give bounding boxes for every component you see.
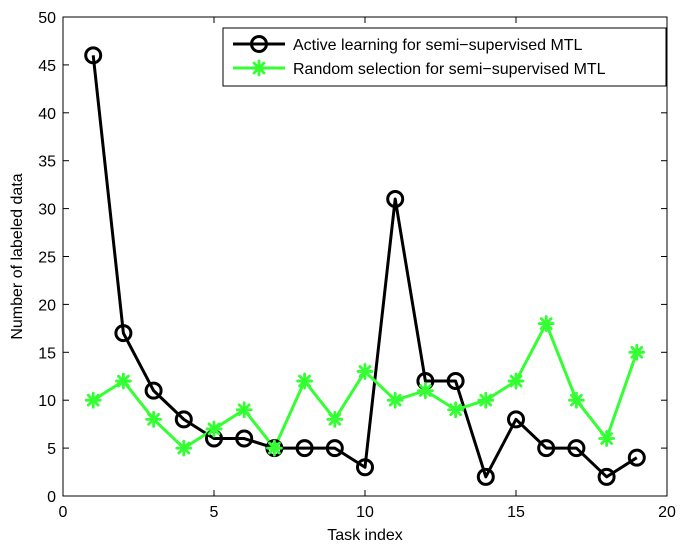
- y-axis-title: Number of labeled data: [9, 173, 26, 339]
- legend-box: [222, 27, 667, 87]
- asterisk-marker: [326, 410, 344, 428]
- asterisk-marker: [235, 401, 253, 419]
- data-point-circle: [597, 467, 616, 486]
- y-tick-label: 45: [38, 58, 56, 75]
- data-point-circle: [295, 439, 314, 458]
- data-point-circle: [446, 372, 465, 391]
- y-tick-label: 10: [38, 393, 56, 410]
- asterisk-marker: [145, 410, 163, 428]
- data-point-circle: [144, 381, 163, 400]
- asterisk-marker: [356, 363, 374, 380]
- x-tick-label: 20: [658, 504, 676, 521]
- y-tick-label: 30: [38, 202, 56, 219]
- y-tick-label: 0: [47, 489, 56, 506]
- x-axis-title: Task index: [327, 527, 403, 544]
- y-tick-label: 5: [47, 441, 56, 458]
- data-point-circle: [84, 46, 103, 65]
- series-layer: [84, 46, 646, 486]
- data-point-circle: [537, 439, 556, 458]
- legend-marker-asterisk-icon: [250, 59, 268, 77]
- data-point-circle: [325, 439, 344, 458]
- y-tick-label: 35: [38, 154, 56, 171]
- asterisk-marker: [175, 439, 193, 457]
- data-point-circle: [507, 410, 525, 429]
- asterisk-marker: [265, 439, 283, 457]
- asterisk-marker: [477, 391, 495, 409]
- y-tick-label: 50: [38, 10, 56, 27]
- asterisk-marker: [628, 343, 646, 361]
- asterisk-marker: [537, 315, 555, 332]
- asterisk-marker: [296, 372, 314, 390]
- asterisk-marker: [386, 391, 404, 409]
- series-line-0: [91, 55, 638, 479]
- legend-label-active-learning: Active learning for semi−supervised MTL: [293, 37, 583, 54]
- y-tick-label: 20: [38, 297, 56, 314]
- x-tick-label: 15: [507, 504, 525, 521]
- asterisk-marker: [205, 420, 223, 438]
- data-point-circle: [567, 439, 586, 458]
- data-point-circle: [627, 448, 646, 467]
- data-point-circle: [174, 410, 193, 429]
- asterisk-marker: [507, 372, 525, 390]
- asterisk-marker: [115, 372, 132, 390]
- asterisk-marker: [250, 59, 268, 77]
- data-point-circle: [356, 458, 374, 477]
- legend: Active learning for semi−supervised MTL …: [222, 27, 667, 87]
- legend-label-random-selection: Random selection for semi−supervised MTL: [293, 61, 606, 78]
- asterisk-marker: [598, 430, 615, 447]
- y-tick-label: 25: [38, 250, 56, 267]
- x-tick-label: 0: [59, 504, 68, 521]
- ticks-layer: 0 5 10 15 20 0 5 10 15 20 25 30 35 40 45 50: [38, 10, 676, 521]
- y-tick-label: 15: [38, 345, 56, 362]
- asterisk-marker: [416, 382, 434, 400]
- asterisk-marker: [84, 391, 102, 409]
- asterisk-marker: [447, 401, 465, 419]
- data-point-circle: [114, 324, 133, 343]
- asterisk-marker: [568, 391, 585, 409]
- series-line-1: [92, 322, 639, 450]
- x-tick-label: 5: [210, 504, 219, 521]
- data-point-circle: [476, 467, 495, 486]
- data-point-circle: [235, 429, 254, 448]
- y-tick-label: 40: [38, 106, 56, 123]
- x-tick-label: 10: [356, 504, 374, 521]
- data-point-circle: [386, 190, 405, 209]
- legend-marker-circle-icon: [250, 35, 268, 53]
